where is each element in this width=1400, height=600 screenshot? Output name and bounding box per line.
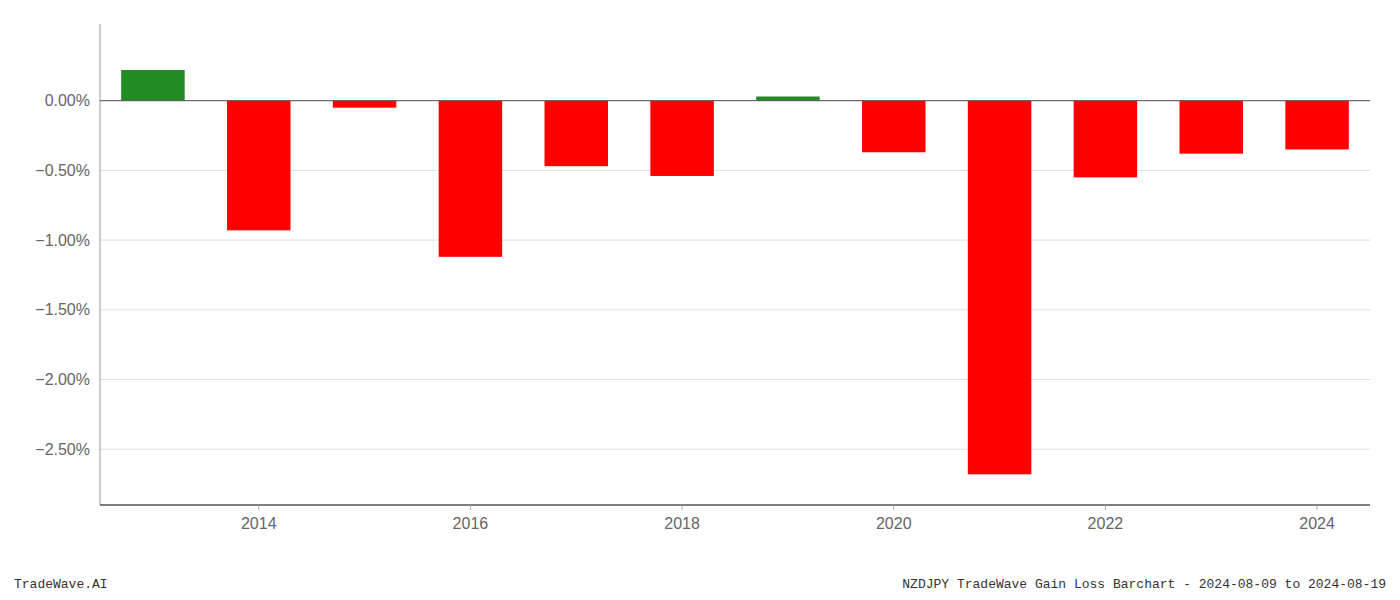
footer-right: NZDJPY TradeWave Gain Loss Barchart - 20… xyxy=(902,577,1386,592)
y-axis: 0.00% −0.50% −1.00% −1.50% −2.00% −2.50% xyxy=(35,24,100,505)
x-tick xyxy=(1105,505,1106,510)
y-tick-label: −0.50% xyxy=(35,162,90,179)
y-axis-line xyxy=(100,24,101,505)
bar xyxy=(121,70,184,101)
y-tick-label: −2.00% xyxy=(35,371,90,388)
x-tick-label: 2014 xyxy=(241,515,277,532)
grid-line xyxy=(100,379,1370,380)
y-tick-label: 0.00% xyxy=(45,92,90,109)
x-tick xyxy=(258,505,259,510)
x-tick-label: 2022 xyxy=(1088,515,1124,532)
x-tick-label: 2020 xyxy=(876,515,912,532)
bar xyxy=(862,101,926,153)
grid-line xyxy=(100,240,1370,241)
bar xyxy=(756,96,820,100)
bar xyxy=(1180,101,1244,154)
x-axis: 2014 2016 2018 2020 2022 2024 xyxy=(100,505,1370,532)
bar xyxy=(227,101,291,231)
bar xyxy=(333,101,397,108)
grid xyxy=(100,101,1370,450)
y-tick-label: −1.50% xyxy=(35,301,90,318)
x-tick-label: 2016 xyxy=(453,515,489,532)
x-tick-label: 2024 xyxy=(1299,515,1335,532)
zero-line xyxy=(100,100,1370,101)
bar xyxy=(545,101,609,167)
x-tick xyxy=(470,505,471,510)
y-tick-label: −2.50% xyxy=(35,441,90,458)
x-tick xyxy=(682,505,683,510)
x-tick xyxy=(893,505,894,510)
x-tick-label: 2018 xyxy=(664,515,700,532)
bars xyxy=(121,70,1349,474)
bar xyxy=(1285,101,1349,150)
bar xyxy=(650,101,714,176)
grid-line xyxy=(100,309,1370,310)
bar xyxy=(439,101,503,257)
y-tick-label: −1.00% xyxy=(35,232,90,249)
chart: 0.00%−0.50%−1.00%−1.50%−2.00%−2.50%20142… xyxy=(0,0,1400,600)
x-axis-line xyxy=(100,504,1370,506)
footer-left: TradeWave.AI xyxy=(14,577,108,592)
bar xyxy=(1074,101,1138,178)
bar xyxy=(968,101,1031,475)
grid-line xyxy=(100,449,1370,450)
x-tick xyxy=(1317,505,1318,510)
grid-line xyxy=(100,100,1370,101)
